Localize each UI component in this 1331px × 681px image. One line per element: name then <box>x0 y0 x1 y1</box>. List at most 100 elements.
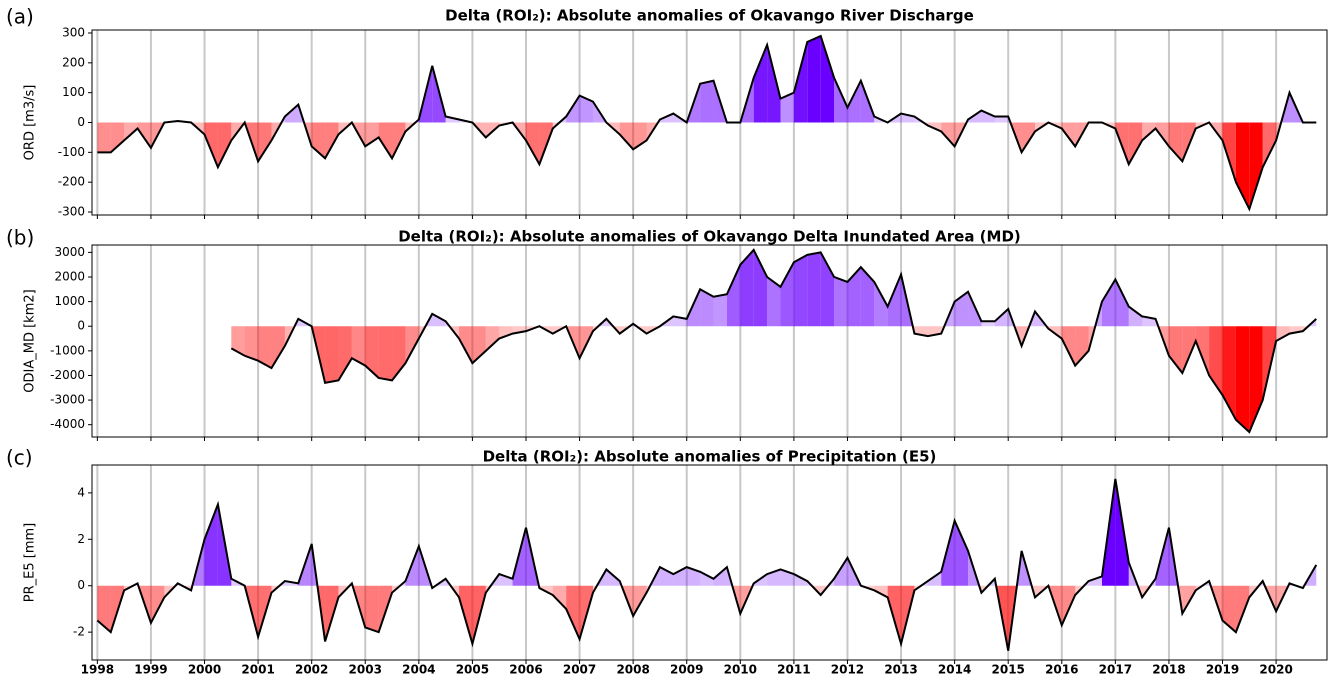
anomaly-fill <box>1075 326 1089 366</box>
anomaly-fill <box>780 92 794 123</box>
anomaly-fill <box>1142 122 1156 141</box>
anomaly-fill <box>351 326 366 366</box>
anomaly-fill <box>860 267 875 327</box>
y-tick-label: 4 <box>77 485 85 499</box>
anomaly-fill <box>686 567 701 586</box>
anomaly-fill <box>807 35 821 123</box>
anomaly-fill <box>1182 326 1196 373</box>
anomaly-fill <box>887 274 902 327</box>
anomaly-fill <box>552 585 567 609</box>
anomaly-fill <box>325 122 339 159</box>
anomaly-fill <box>1101 279 1116 327</box>
anomaly-fill <box>110 122 125 153</box>
anomaly-fill <box>1289 326 1303 334</box>
anomaly-fill <box>1222 585 1236 633</box>
x-tick-label: 2016 <box>1045 663 1078 677</box>
anomaly-fill <box>1222 326 1236 420</box>
y-tick-label: -200 <box>58 175 85 189</box>
anomaly-fill <box>1235 585 1250 633</box>
x-tick-label: 2010 <box>724 663 757 677</box>
anomaly-fill <box>499 574 513 586</box>
y-tick-label: 3000 <box>54 245 85 259</box>
anomaly-fill <box>432 313 446 327</box>
anomaly-fill <box>338 326 352 381</box>
y-axis-label: PR_E5 [mm] <box>23 523 38 602</box>
anomaly-fill <box>820 35 835 123</box>
anomaly-fill <box>365 326 379 378</box>
anomaly-fill <box>284 104 299 123</box>
anomaly-fill <box>954 520 969 586</box>
series-line <box>97 34 1317 212</box>
y-axis-label: ODIA_MD [km2] <box>23 289 38 392</box>
anomaly-fill <box>1276 326 1290 341</box>
anomaly-fill <box>204 122 218 168</box>
x-tick-label: 2013 <box>884 663 917 677</box>
y-tick-label: 2000 <box>54 270 85 284</box>
y-tick-label: 200 <box>62 55 85 69</box>
anomaly-fill <box>566 585 580 640</box>
anomaly-fill <box>834 77 848 123</box>
anomaly-fill <box>485 326 500 351</box>
y-tick-label: -2 <box>73 625 85 639</box>
anomaly-fill <box>217 122 232 168</box>
y-tick-label: -3000 <box>50 393 85 407</box>
anomaly-fill <box>1209 326 1223 396</box>
y-tick-label: 100 <box>62 85 85 99</box>
anomaly-fill <box>231 122 245 141</box>
chart-title: Delta (ROI₂): Absolute anomalies of Okav… <box>398 228 1021 246</box>
anomaly-fill <box>459 326 473 364</box>
x-tick-label: 2014 <box>938 663 971 677</box>
anomaly-fill <box>499 326 513 339</box>
anomaly-fill <box>700 289 714 327</box>
anomaly-fill <box>1168 122 1183 162</box>
anomaly-fill <box>713 567 727 586</box>
x-tick-label: 2004 <box>402 663 435 677</box>
anomaly-fill <box>767 44 781 123</box>
y-tick-label: -4000 <box>50 417 85 431</box>
x-tick-label: 2020 <box>1259 663 1292 677</box>
anomaly-fill <box>1088 576 1102 586</box>
y-tick-label: 0 <box>77 115 85 129</box>
y-tick-label: 2 <box>77 532 85 546</box>
chart-title: Delta (ROI₂): Absolute anomalies of Okav… <box>445 7 974 25</box>
anomaly-fill <box>325 326 339 383</box>
anomaly-fill <box>874 281 888 327</box>
anomaly-fill <box>1222 122 1236 183</box>
anomaly-fill <box>740 249 754 327</box>
anomaly-fill <box>793 254 808 327</box>
anomaly-fill <box>673 567 687 586</box>
anomaly-fill <box>1249 122 1263 210</box>
x-tick-label: 2017 <box>1099 663 1132 677</box>
anomaly-fill <box>1128 122 1143 165</box>
anomaly-fill <box>847 267 861 327</box>
anomaly-fill <box>150 585 165 623</box>
x-tick-label: 2007 <box>563 663 596 677</box>
y-tick-label: -2000 <box>50 368 85 382</box>
x-tick-label: 1999 <box>134 663 167 677</box>
anomaly-fill <box>700 80 714 123</box>
anomaly-fill <box>1195 326 1210 376</box>
anomaly-fill <box>365 122 379 147</box>
anomaly-fill <box>633 122 647 150</box>
x-tick-label: 2000 <box>188 663 221 677</box>
anomaly-fill <box>1262 122 1277 168</box>
y-tick-label: -100 <box>58 145 85 159</box>
anomaly-fill <box>901 113 915 123</box>
series-line <box>230 248 1317 434</box>
x-tick-label: 2008 <box>616 663 649 677</box>
anomaly-fill <box>378 326 393 381</box>
anomaly-fill <box>753 44 768 123</box>
anomaly-fill <box>793 41 808 123</box>
anomaly-fill <box>1061 326 1076 366</box>
anomaly-fill <box>780 262 794 327</box>
anomaly-fill <box>258 122 272 162</box>
y-axis-label: ORD [m3/s] <box>23 85 38 161</box>
anomaly-fill <box>793 574 808 586</box>
x-tick-label: 2002 <box>295 663 328 677</box>
x-tick-label: 2006 <box>509 663 542 677</box>
x-tick-label: 2005 <box>456 663 489 677</box>
anomaly-fill <box>753 249 768 327</box>
x-tick-label: 2001 <box>241 663 274 677</box>
anomaly-fill <box>97 122 111 153</box>
